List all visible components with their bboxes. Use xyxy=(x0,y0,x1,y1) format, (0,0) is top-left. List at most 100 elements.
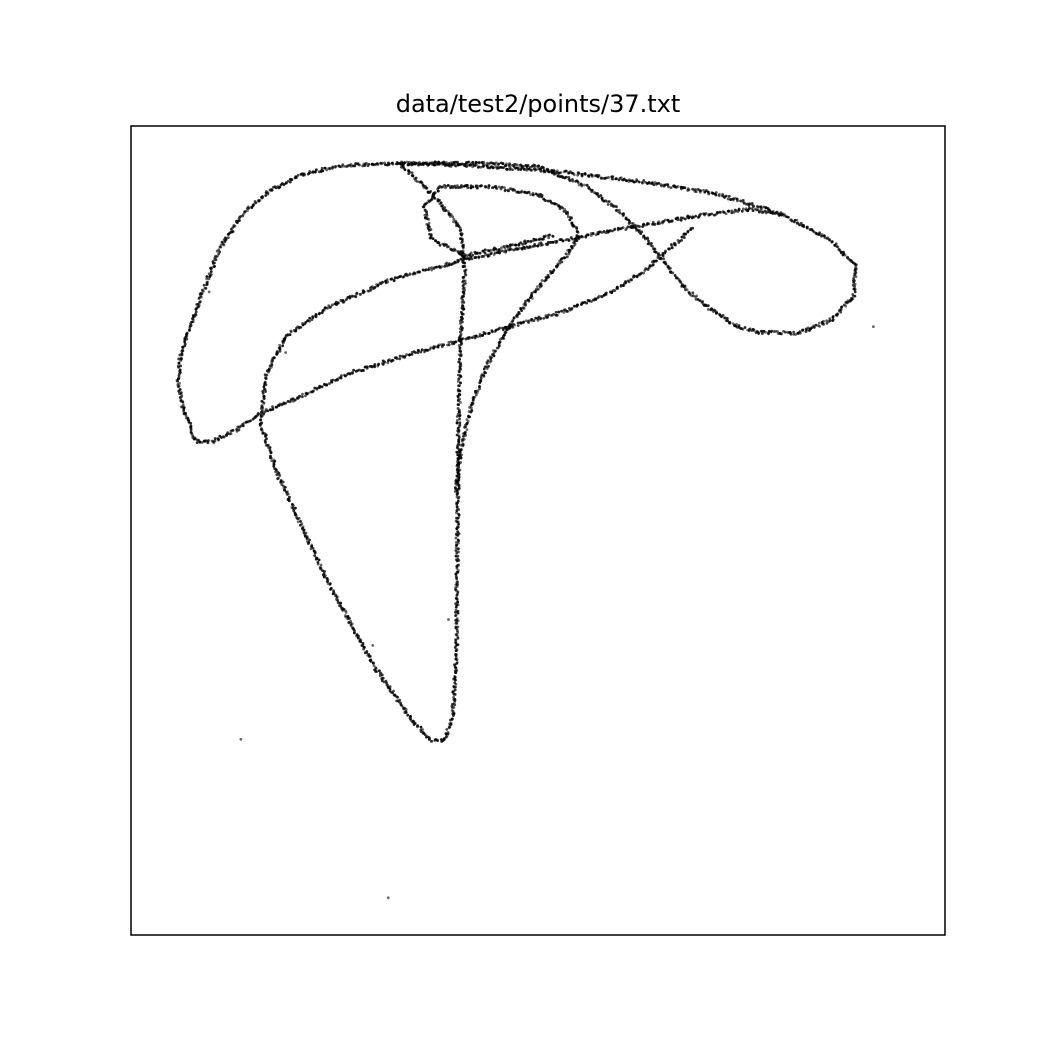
scatter-point xyxy=(501,326,504,330)
scatter-point xyxy=(542,237,545,241)
scatter-point xyxy=(555,313,559,317)
scatter-point xyxy=(641,181,644,185)
scatter-point xyxy=(523,301,527,305)
scatter-point xyxy=(385,278,389,282)
scatter-point xyxy=(473,395,476,399)
scatter-point xyxy=(367,162,371,166)
scatter-point xyxy=(816,324,820,328)
scatter-point xyxy=(454,605,458,609)
scatter-point xyxy=(798,330,802,334)
scatter-point xyxy=(451,714,455,717)
scatter-point xyxy=(455,511,458,515)
scatter-point xyxy=(852,277,855,280)
scatter-point xyxy=(694,188,697,192)
scatter-point xyxy=(456,631,460,634)
scatter-point xyxy=(475,185,478,189)
scatter-point xyxy=(500,185,504,189)
scatter-point xyxy=(468,336,471,340)
scatter-point xyxy=(640,271,644,275)
scatter-point xyxy=(622,177,626,181)
scatter-point xyxy=(443,183,446,187)
scatter-point xyxy=(262,397,266,400)
scatter-point xyxy=(759,205,763,209)
scatter-point xyxy=(776,332,780,335)
scatter-point xyxy=(487,186,490,190)
scatter-point xyxy=(729,197,733,201)
scatter-point xyxy=(458,421,462,425)
scatter-point xyxy=(458,384,461,388)
scatter-point xyxy=(487,254,491,258)
scatter-point xyxy=(567,248,571,252)
scatter-point xyxy=(601,176,605,180)
scatter-point xyxy=(694,190,698,194)
scatter-point xyxy=(506,188,510,192)
scatter-point xyxy=(647,222,651,226)
scatter-point xyxy=(461,443,465,447)
scatter-point xyxy=(456,517,460,520)
scatter-point xyxy=(547,313,550,317)
scatter-point xyxy=(194,307,198,311)
scatter-point xyxy=(825,321,829,325)
scatter-point xyxy=(192,315,195,319)
scatter-point xyxy=(762,329,766,333)
scatter-point xyxy=(459,375,463,379)
scatter-point xyxy=(638,225,641,228)
scatter-point xyxy=(278,474,282,477)
scatter-point xyxy=(523,190,527,194)
scatter-point xyxy=(687,290,691,294)
scatter-point xyxy=(248,419,252,423)
scatter-point xyxy=(425,735,429,739)
scatter-point xyxy=(491,186,494,190)
scatter-point xyxy=(246,205,250,209)
scatter-point xyxy=(670,246,674,250)
scatter-point xyxy=(321,169,325,173)
scatter-point xyxy=(721,313,725,317)
scatter-point xyxy=(490,251,493,255)
scatter-point xyxy=(318,386,322,389)
scatter-point xyxy=(497,162,501,166)
scatter-point xyxy=(524,241,528,245)
scatter-point xyxy=(198,440,202,444)
scatter-point xyxy=(278,346,281,350)
scatter-point xyxy=(178,353,182,357)
scatter-point xyxy=(494,328,498,332)
scatter-point xyxy=(613,289,617,292)
scatter-point xyxy=(260,421,264,425)
scatter-point xyxy=(561,239,565,243)
scatter-point xyxy=(205,275,209,278)
scatter-point xyxy=(179,364,182,368)
scatter-point xyxy=(761,332,764,335)
scatter-point xyxy=(282,486,286,490)
scatter-point xyxy=(200,440,204,444)
scatter-point xyxy=(476,389,480,393)
scatter-point xyxy=(317,558,321,562)
scatter-point xyxy=(782,214,786,218)
scatter-point xyxy=(844,304,848,308)
scatter-point xyxy=(417,349,420,352)
scatter-point xyxy=(741,207,745,211)
scatter-point xyxy=(373,362,377,366)
scatter-point xyxy=(179,398,183,402)
scatter-point xyxy=(530,291,534,295)
scatter-point xyxy=(409,717,412,721)
scatter-point xyxy=(342,164,345,168)
scatter-point xyxy=(589,234,593,237)
scatter-point xyxy=(456,481,460,485)
scatter-point xyxy=(455,184,459,188)
scatter-point xyxy=(676,216,679,220)
scatter-point xyxy=(831,319,835,323)
scatter-point xyxy=(392,278,396,282)
scatter-point xyxy=(281,344,285,348)
scatter-point xyxy=(532,239,535,243)
scatter-point xyxy=(544,275,548,279)
scatter-point xyxy=(556,174,560,177)
scatter-point xyxy=(314,315,318,319)
scatter-point xyxy=(476,335,480,339)
scatter-point xyxy=(453,678,457,682)
scatter-point xyxy=(395,357,399,361)
scatter-point xyxy=(316,560,320,564)
scatter-point xyxy=(194,310,198,314)
scatter-point xyxy=(284,401,288,405)
scatter-point xyxy=(315,386,319,390)
scatter-point xyxy=(454,682,458,686)
